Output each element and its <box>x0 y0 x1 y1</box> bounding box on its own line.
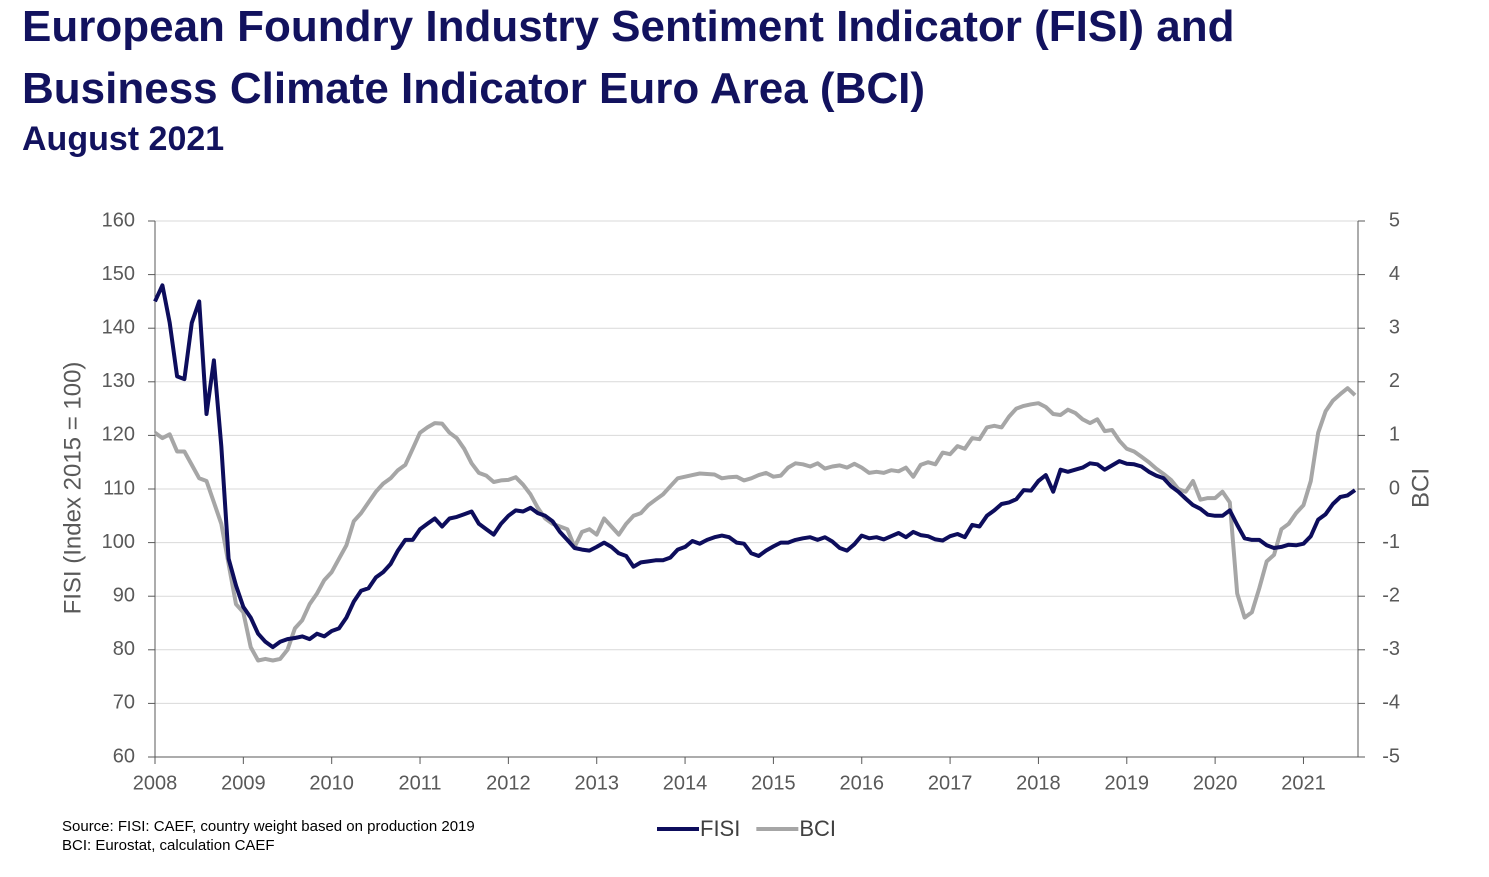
y-tick-label: 130 <box>102 370 135 392</box>
series-line <box>153 386 1357 663</box>
y-tick-label: 150 <box>102 263 135 285</box>
x-tick-label: 2017 <box>928 772 973 794</box>
y2-axis-label: BCI <box>1407 468 1434 508</box>
y2-tick-label: -1 <box>1382 531 1400 553</box>
x-tick-label: 2018 <box>1016 772 1061 794</box>
legend-label: FISI <box>700 816 740 841</box>
chart-title: Business Climate Indicator Euro Area (BC… <box>22 64 926 113</box>
x-tick-label: 2012 <box>486 772 531 794</box>
y-tick-label: 110 <box>103 477 135 499</box>
y-tick-label: 60 <box>113 745 135 767</box>
x-tick-label: 2008 <box>133 772 178 794</box>
y-axis-label: FISI (Index 2015 = 100) <box>59 362 86 615</box>
x-tick-label: 2016 <box>839 772 884 794</box>
source-note: BCI: Eurostat, calculation CAEF <box>62 837 275 854</box>
y2-tick-label: 5 <box>1389 209 1400 231</box>
y2-tick-label: -3 <box>1382 638 1400 660</box>
y-tick-label: 100 <box>102 531 135 553</box>
y2-tick-label: 2 <box>1389 370 1400 392</box>
legend-label: BCI <box>799 816 836 841</box>
y-tick-label: 70 <box>113 692 135 714</box>
y-tick-label: 160 <box>102 209 135 231</box>
x-tick-label: 2009 <box>221 772 266 794</box>
chart-title: European Foundry Industry Sentiment Indi… <box>22 2 1235 51</box>
y2-tick-label: -5 <box>1382 745 1400 767</box>
x-tick-label: 2011 <box>399 772 442 794</box>
y-tick-label: 120 <box>102 424 135 446</box>
y2-tick-label: 3 <box>1389 316 1400 338</box>
y-tick-label: 80 <box>113 638 135 660</box>
x-tick-label: 2015 <box>751 772 796 794</box>
x-tick-label: 2010 <box>309 772 354 794</box>
chart-subtitle: August 2021 <box>22 120 225 158</box>
y-tick-label: 140 <box>102 316 135 338</box>
source-note: Source: FISI: CAEF, country weight based… <box>62 818 475 835</box>
y2-tick-label: -2 <box>1382 584 1400 606</box>
y2-tick-label: 1 <box>1389 424 1400 446</box>
series-line <box>153 283 1357 650</box>
x-tick-label: 2014 <box>663 772 708 794</box>
x-tick-label: 2020 <box>1193 772 1238 794</box>
x-tick-label: 2013 <box>574 772 619 794</box>
x-tick-label: 2021 <box>1281 772 1326 794</box>
y2-tick-label: 4 <box>1389 263 1400 285</box>
x-tick-label: 2019 <box>1105 772 1150 794</box>
y2-tick-label: -4 <box>1382 692 1400 714</box>
y-tick-label: 90 <box>113 584 135 606</box>
y2-tick-label: 0 <box>1389 477 1400 499</box>
